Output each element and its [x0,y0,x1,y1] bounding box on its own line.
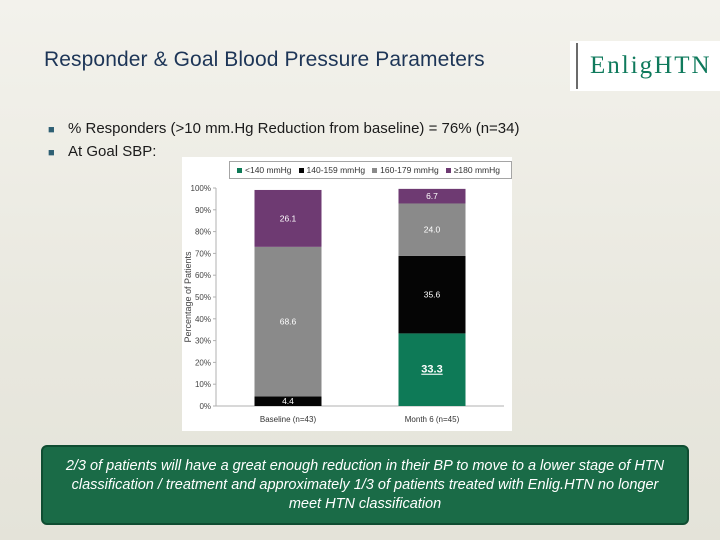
y-tick-label: 50% [195,293,211,302]
bullet-text: % Responders (>10 mm.Hg Reduction from b… [68,120,520,137]
legend-label: <140 mmHg [245,165,292,175]
bar-segment [254,189,322,247]
callout-text: 2/3 of patients will have a great enough… [65,457,665,512]
data-label: 26.1 [280,213,297,223]
data-label: 68.6 [280,317,297,327]
chart-plot: 0% 10% 20% 30% 40% 50% 60% 70% 80% 90% 100% Percent… [183,184,504,424]
data-label: 33.3 [421,364,442,376]
legend-item: 140-159 mmHg [298,165,366,175]
bullet-item-responders: ■ % Responders (>10 mm.Hg Reduction from … [48,117,519,140]
chart-legend: <140 mmHg 140-159 mmHg 160-179 mmHg ≥180 mm… [229,161,512,179]
legend-swatch [445,167,451,173]
enlightn-logo: EnligHTN I [570,41,720,91]
legend-item: 160-179 mmHg [372,165,439,175]
bar-segment [254,396,322,406]
data-label: 35.6 [424,290,441,300]
data-label: 6.7 [426,191,438,201]
legend-label: 140-159 mmHg [306,165,366,175]
y-tick-label: 30% [195,337,211,346]
stacked-bar-chart: <140 mmHg 140-159 mmHg 160-179 mmHg ≥180 mm… [182,157,512,431]
square-bullet-icon: ■ [48,124,55,136]
bar-segment [398,203,466,256]
x-category-label: Baseline (n=43) [260,415,317,424]
bar-segment [398,333,466,406]
y-tick-label: 10% [195,380,211,389]
y-tick-label: 90% [195,206,211,215]
bar-segment [254,246,322,397]
y-tick-label: 70% [195,249,211,258]
slide-title: Responder & Goal Blood Pressure Paramete… [44,48,485,71]
y-tick-label: 60% [195,271,211,280]
y-tick-label: 0% [199,402,211,411]
data-label: 24.0 [424,225,441,235]
legend-swatch [298,167,304,173]
legend-label: ≥180 mmHg [453,165,500,175]
legend-item: <140 mmHg [237,165,292,175]
bullet-text: At Goal SBP: [68,143,157,160]
legend-swatch [237,167,242,173]
y-tick-label: 80% [195,228,211,237]
data-label: 4.4 [282,396,294,406]
legend-item: ≥180 mmHg [445,165,500,175]
logo-divider [576,43,578,89]
bar-segment [398,188,466,204]
callout-box: 2/3 of patients will have a great enough… [41,445,689,525]
x-category-label: Month 6 (n=45) [405,415,460,424]
legend-swatch [372,167,378,173]
logo-text: EnligHTN I [590,52,720,79]
y-tick-label: 40% [195,315,211,324]
bar-segment [398,255,466,334]
y-tick-label: 20% [195,358,211,367]
legend-label: 160-179 mmHg [380,165,439,175]
square-bullet-icon: ■ [48,147,55,159]
y-axis-label: Percentage of Patients [183,251,193,343]
bullet-list: ■ % Responders (>10 mm.Hg Reduction from … [48,117,519,163]
bullet-item-goal-sbp: ■ At Goal SBP: [48,140,519,163]
y-tick-label: 100% [191,184,211,193]
